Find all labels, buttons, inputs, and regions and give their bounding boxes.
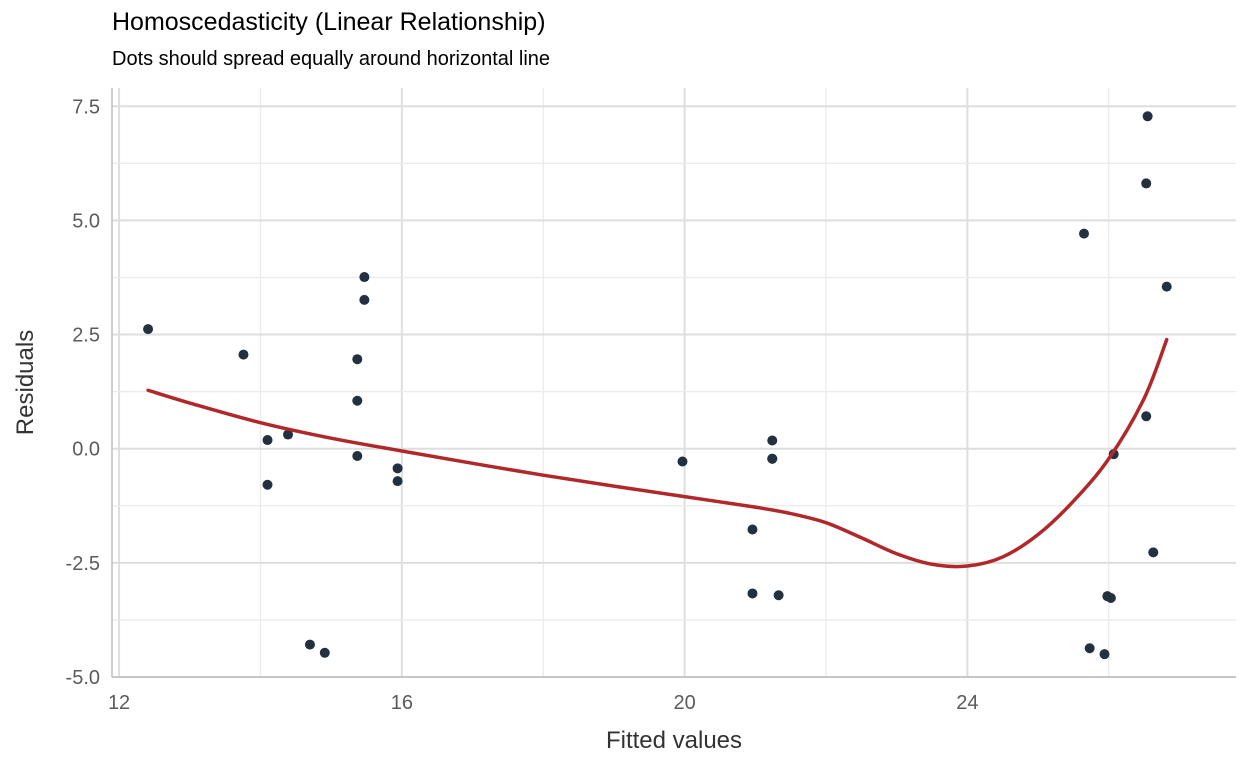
x-axis-label: Fitted values bbox=[606, 727, 742, 754]
smooth-curve-group bbox=[146, 337, 1169, 569]
data-point bbox=[1141, 178, 1152, 189]
data-point bbox=[1079, 228, 1090, 239]
y-tick-label: -5.0 bbox=[66, 667, 100, 689]
data-point bbox=[1148, 547, 1159, 558]
data-point bbox=[1084, 643, 1095, 654]
data-point bbox=[747, 588, 758, 599]
x-tick-label: 16 bbox=[391, 692, 413, 714]
data-point bbox=[304, 639, 315, 650]
data-point bbox=[767, 435, 778, 446]
data-point bbox=[262, 435, 273, 446]
y-tick-label: 2.5 bbox=[72, 325, 100, 347]
data-point bbox=[238, 349, 249, 360]
x-tick-label: 20 bbox=[673, 692, 695, 714]
data-point bbox=[747, 524, 758, 535]
chart-subtitle: Dots should spread equally around horizo… bbox=[112, 48, 551, 70]
data-point bbox=[352, 395, 363, 406]
y-axis-label: Residuals bbox=[12, 330, 39, 435]
x-tick-label: 12 bbox=[108, 692, 130, 714]
data-point bbox=[392, 463, 403, 474]
data-point bbox=[352, 354, 363, 365]
series-points bbox=[143, 111, 1172, 660]
y-tick-label: 7.5 bbox=[72, 96, 100, 118]
data-point bbox=[1099, 649, 1110, 660]
data-point bbox=[319, 647, 330, 658]
y-tick-label: 0.0 bbox=[72, 439, 100, 461]
x-tick-label: 24 bbox=[956, 692, 978, 714]
y-tick-label: 5.0 bbox=[72, 210, 100, 232]
data-point bbox=[143, 324, 154, 335]
y-tick-label: -2.5 bbox=[66, 553, 100, 575]
data-point bbox=[1105, 593, 1116, 604]
data-point bbox=[359, 294, 370, 305]
data-point bbox=[352, 451, 363, 462]
smooth-fit-line bbox=[146, 337, 1169, 569]
chart-title: Homoscedasticity (Linear Relationship) bbox=[112, 8, 546, 36]
data-point bbox=[1161, 281, 1172, 292]
tick-labels: 12 16 20 24 7.5 5.0 2.5 0.0 -2.5 -5.0 bbox=[66, 96, 979, 714]
axes bbox=[111, 88, 1236, 678]
data-point bbox=[773, 590, 784, 601]
data-point bbox=[359, 272, 370, 283]
data-point bbox=[262, 479, 273, 490]
data-point bbox=[677, 456, 688, 467]
data-point bbox=[767, 453, 778, 464]
data-point bbox=[392, 476, 403, 487]
grid-lines bbox=[112, 88, 1236, 678]
data-point bbox=[1141, 411, 1152, 422]
data-point bbox=[1142, 111, 1153, 122]
data-point bbox=[283, 429, 294, 440]
